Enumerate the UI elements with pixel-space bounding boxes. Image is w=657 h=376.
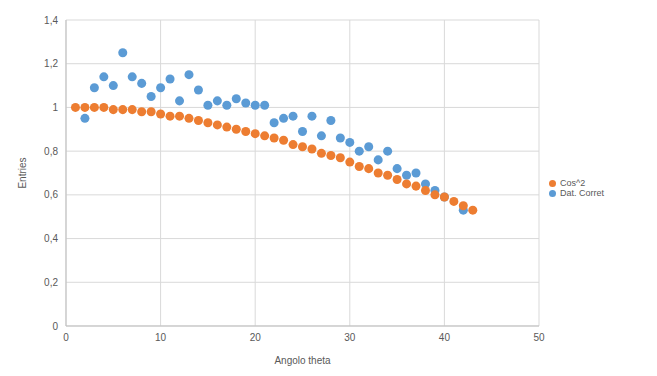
svg-text:30: 30 (344, 332, 356, 343)
svg-text:10: 10 (155, 332, 167, 343)
svg-text:0: 0 (52, 321, 58, 332)
svg-text:0,6: 0,6 (44, 189, 58, 200)
svg-text:Entries: Entries (17, 157, 28, 188)
svg-text:0: 0 (63, 332, 69, 343)
svg-text:0,8: 0,8 (44, 146, 58, 157)
svg-text:1,2: 1,2 (44, 58, 58, 69)
svg-text:1: 1 (52, 102, 58, 113)
svg-text:1,4: 1,4 (44, 15, 58, 26)
svg-text:0,4: 0,4 (44, 233, 58, 244)
svg-text:40: 40 (439, 332, 451, 343)
svg-text:Angolo theta: Angolo theta (274, 355, 331, 366)
html-text:Cos^2: Cos^2 (560, 178, 586, 188)
html-text:Dat. Corret: Dat. Corret (560, 188, 604, 198)
svg-text:50: 50 (533, 332, 545, 343)
svg-text:0,2: 0,2 (44, 277, 58, 288)
svg-text:20: 20 (250, 332, 262, 343)
